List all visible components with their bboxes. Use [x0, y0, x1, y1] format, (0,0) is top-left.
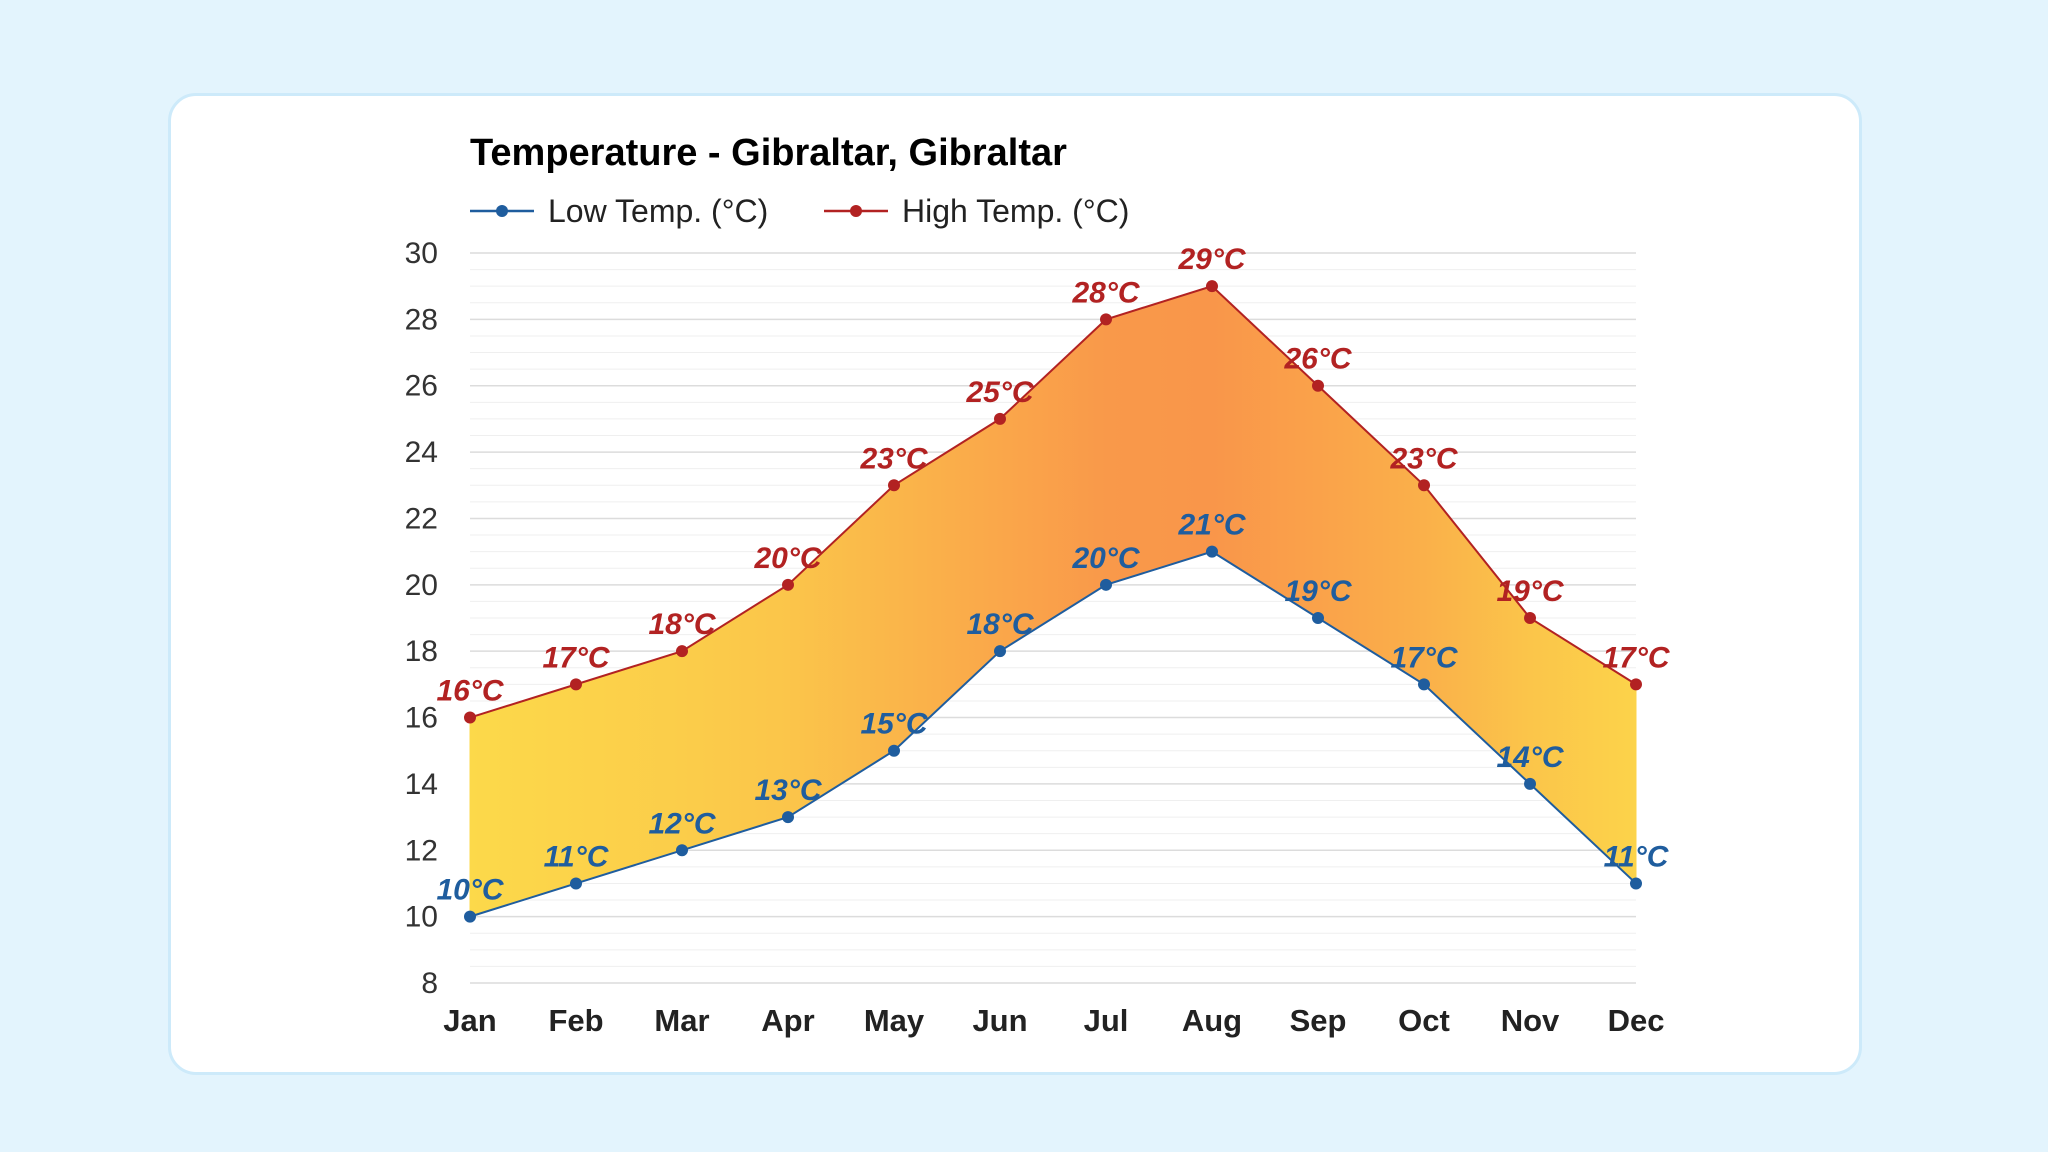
high-point-mar: [676, 645, 688, 658]
high-point-jul: [1100, 313, 1112, 326]
y-tick-label: 30: [405, 237, 438, 270]
legend-item-high[interactable]: High Temp. (°C): [824, 193, 1129, 229]
legend-item-low[interactable]: Low Temp. (°C): [470, 193, 768, 229]
low-point-dec: [1630, 877, 1642, 890]
high-point-feb: [570, 678, 582, 691]
x-tick-label-dec: Dec: [1608, 1003, 1665, 1038]
y-tick-label: 18: [405, 635, 438, 668]
low-point-feb: [570, 877, 582, 890]
high-temp-line: [469, 285, 1637, 719]
low-point-oct: [1418, 678, 1430, 691]
series-lines: [469, 285, 1637, 918]
low-label-apr: 13°C: [754, 774, 822, 807]
high-label-jan: 16°C: [436, 675, 504, 708]
low-point-may: [888, 744, 900, 757]
x-tick-label-nov: Nov: [1501, 1003, 1560, 1038]
low-label-jun: 18°C: [966, 608, 1034, 641]
low-label-may: 15°C: [860, 708, 928, 741]
y-tick-label: 12: [405, 834, 438, 867]
chart-title: Temperature - Gibraltar, Gibraltar: [470, 132, 1067, 174]
x-tick-label-apr: Apr: [761, 1003, 814, 1038]
x-tick-label-mar: Mar: [654, 1003, 709, 1038]
y-tick-label: 14: [405, 768, 438, 801]
legend-low-label: Low Temp. (°C): [548, 193, 768, 229]
low-point-jun: [994, 645, 1006, 658]
low-label-sep: 19°C: [1284, 575, 1352, 608]
high-label-sep: 26°C: [1283, 343, 1352, 376]
y-tick-label: 16: [405, 702, 438, 735]
low-label-jan: 10°C: [436, 874, 504, 907]
x-tick-label-jul: Jul: [1084, 1003, 1129, 1038]
y-tick-label: 22: [405, 502, 438, 535]
high-label-oct: 23°C: [1389, 442, 1458, 475]
low-label-aug: 21°C: [1177, 509, 1246, 542]
temperature-range-area: [469, 285, 1637, 918]
legend-low-marker: [496, 205, 508, 217]
data-labels: 10°C 11°C 12°C 13°C 15°C 18°C 20°C 21°C 19°C 17°C…: [436, 243, 1670, 906]
x-tick-label-oct: Oct: [1398, 1003, 1450, 1038]
low-label-jul: 20°C: [1071, 542, 1140, 575]
high-label-jun: 25°C: [965, 376, 1034, 409]
low-point-aug: [1206, 545, 1218, 558]
low-point-mar: [676, 844, 688, 857]
low-label-dec: 11°C: [1604, 840, 1670, 873]
y-tick-label: 10: [405, 901, 438, 934]
high-label-apr: 20°C: [753, 542, 822, 575]
high-label-nov: 19°C: [1496, 575, 1564, 608]
high-label-aug: 29°C: [1177, 243, 1246, 276]
high-label-jul: 28°C: [1071, 276, 1140, 309]
x-tick-label-aug: Aug: [1182, 1003, 1242, 1038]
high-point-nov: [1524, 612, 1536, 624]
high-point-dec: [1630, 678, 1642, 691]
low-label-mar: 12°C: [648, 807, 716, 840]
low-point-jul: [1100, 578, 1112, 591]
y-tick-label: 24: [405, 436, 438, 469]
y-tick-label: 28: [405, 303, 438, 336]
data-points: [464, 280, 1642, 923]
y-tick-label: 8: [421, 967, 438, 1000]
high-label-dec: 17°C: [1602, 641, 1670, 674]
low-label-feb: 11°C: [544, 840, 610, 873]
range-segment-oct: [1423, 483, 1531, 786]
range-segment-sep: [1317, 384, 1425, 686]
low-label-oct: 17°C: [1390, 641, 1458, 674]
high-point-may: [888, 479, 900, 492]
legend-high-marker: [850, 205, 862, 217]
x-axis: Jan Feb Mar Apr May Jun Jul Aug Sep Oct Nov Dec: [443, 1003, 1664, 1038]
high-point-jun: [994, 412, 1006, 425]
x-tick-label-jun: Jun: [972, 1003, 1027, 1038]
low-point-jan: [464, 910, 476, 923]
high-point-apr: [782, 578, 794, 591]
high-label-feb: 17°C: [542, 641, 610, 674]
high-label-mar: 18°C: [648, 608, 716, 641]
x-tick-label-sep: Sep: [1290, 1003, 1347, 1038]
y-axis: 30 28 26 24 22 20 18 16 14 12 10 8: [405, 237, 438, 1000]
x-tick-label-jan: Jan: [443, 1003, 496, 1038]
high-point-oct: [1418, 479, 1430, 492]
x-tick-label-may: May: [864, 1003, 925, 1038]
legend-high-label: High Temp. (°C): [902, 193, 1129, 229]
low-point-nov: [1524, 777, 1536, 790]
legend: Low Temp. (°C) High Temp. (°C): [470, 193, 1129, 229]
low-temp-line: [469, 550, 1637, 918]
low-point-apr: [782, 811, 794, 824]
low-point-sep: [1312, 612, 1324, 624]
high-point-sep: [1312, 379, 1324, 392]
high-point-aug: [1206, 280, 1218, 293]
low-label-nov: 14°C: [1496, 741, 1564, 774]
high-label-may: 23°C: [859, 442, 928, 475]
x-tick-label-feb: Feb: [548, 1003, 603, 1038]
y-tick-label: 26: [405, 370, 438, 403]
y-tick-label: 20: [405, 569, 438, 602]
high-point-jan: [464, 711, 476, 724]
